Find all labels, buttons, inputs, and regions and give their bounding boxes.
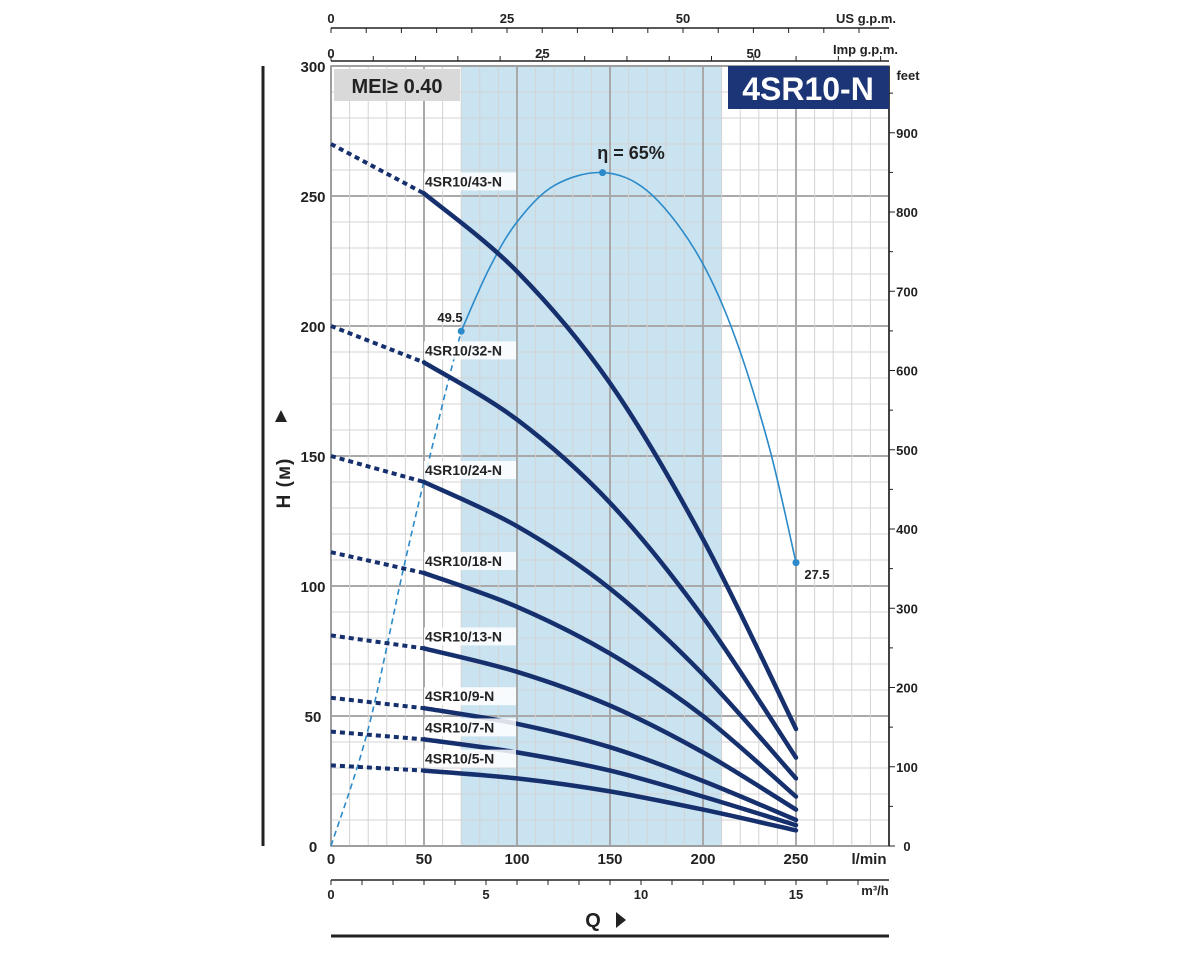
pump-curve-dotted-4SR10/43-N — [330, 142, 425, 196]
pump-curve-label-bg — [424, 718, 516, 737]
x-axis-arrow-icon — [616, 912, 626, 928]
feet-tick-label: 300 — [896, 601, 918, 616]
pump-curve-label: 4SR10/9-N — [425, 688, 494, 704]
efficiency-point — [792, 559, 800, 567]
efficiency-point — [457, 327, 465, 335]
us-gpm-tick-label: 0 — [327, 11, 334, 26]
pump-curve-label: 4SR10/7-N — [425, 719, 494, 735]
imp-gpm-axis-label: Imp g.p.m. — [833, 42, 898, 57]
pump-curve-label-bg — [424, 552, 516, 570]
feet-tick-label: 200 — [896, 681, 918, 696]
pump-curve-label-bg — [424, 172, 516, 191]
feet-tick-label: 400 — [896, 522, 918, 537]
feet-tick-label: 800 — [896, 205, 918, 220]
efficiency-end-label: 27.5 — [804, 567, 829, 582]
x-tick-label: 150 — [597, 851, 622, 868]
pump-curve-4SR10/18-N — [421, 570, 799, 799]
pump-curve-label-bg — [424, 687, 516, 706]
y-axis-label: H (м) — [274, 458, 295, 509]
y-tick-label: 100 — [300, 579, 325, 596]
m3h-tick-label: 15 — [789, 887, 803, 902]
feet-tick-label: 0 — [903, 839, 910, 854]
pump-curve-label-bg — [424, 627, 516, 646]
pump-curve-label: 4SR10/32-N — [425, 342, 502, 358]
mei-badge-bg — [334, 69, 460, 101]
feet-axis-label: feet — [896, 68, 920, 83]
pump-curve-dotted-4SR10/24-N — [330, 454, 425, 484]
feet-tick-label: 500 — [896, 443, 918, 458]
y-tick-label: 0 — [309, 839, 317, 856]
feet-tick-label: 900 — [896, 126, 918, 141]
efficiency-curve-dashed — [330, 331, 462, 847]
pump-curve-4SR10/5-N — [421, 768, 799, 833]
x-tick-label: 50 — [416, 851, 433, 868]
pump-curve-4SR10/32-N — [421, 360, 799, 760]
efficiency-curve — [460, 171, 797, 563]
pump-curve-4SR10/43-N — [421, 191, 799, 732]
pump-curve-4SR10/9-N — [421, 705, 799, 823]
us-gpm-tick-label: 50 — [676, 11, 690, 26]
pump-curve-label-bg — [424, 461, 516, 479]
x-tick-label: 0 — [327, 851, 335, 868]
m3h-tick-label: 0 — [327, 887, 334, 902]
mei-badge: MEI≥ 0.40 — [351, 76, 442, 98]
us-gpm-axis-label: US g.p.m. — [836, 11, 896, 26]
pump-curve-label: 4SR10/13-N — [425, 628, 502, 644]
efficiency-start-label: 49.5 — [437, 310, 462, 325]
title-box — [728, 66, 889, 109]
pump-curve-4SR10/24-N — [421, 479, 799, 781]
m3h-tick-label: 5 — [482, 887, 489, 902]
pump-curve-dotted-4SR10/32-N — [330, 324, 425, 365]
pump-curve-4SR10/13-N — [421, 646, 799, 812]
pump-curve-dotted-4SR10/9-N — [330, 695, 425, 711]
us-gpm-tick-label: 25 — [500, 11, 514, 26]
y-tick-label: 50 — [305, 709, 322, 726]
feet-tick-label: 700 — [896, 284, 918, 299]
pump-curve-dotted-4SR10/18-N — [330, 550, 425, 575]
pump-curve-label: 4SR10/43-N — [425, 173, 502, 189]
pump-curve-label: 4SR10/18-N — [425, 553, 502, 569]
pump-curve-label-bg — [424, 749, 516, 768]
imp-gpm-tick-label: 50 — [747, 46, 761, 61]
efficiency-peak-label: η = 65% — [597, 143, 665, 163]
m3h-tick-label: 10 — [634, 887, 648, 902]
feet-tick-label: 600 — [896, 364, 918, 379]
m3h-axis-label: m³/h — [861, 883, 889, 898]
efficiency-point — [599, 169, 607, 177]
pump-curve-label: 4SR10/24-N — [425, 462, 502, 478]
imp-gpm-tick-label: 0 — [327, 46, 334, 61]
y-tick-label: 150 — [300, 449, 325, 466]
x-tick-label: 200 — [690, 851, 715, 868]
chart-title: 4SR10-N — [742, 71, 874, 107]
y-tick-label: 250 — [300, 189, 325, 206]
y-tick-label: 200 — [300, 319, 325, 336]
pump-curve-dotted-4SR10/7-N — [330, 729, 425, 742]
x-axis-label: Q — [585, 910, 601, 932]
pump-curve-label-bg — [424, 341, 516, 360]
feet-tick-label: 100 — [896, 760, 918, 775]
x-unit-label: l/min — [851, 851, 886, 868]
y-tick-label: 300 — [300, 59, 325, 76]
pump-curve-dotted-4SR10/13-N — [330, 633, 425, 651]
x-tick-label: 100 — [504, 851, 529, 868]
pump-curve-label: 4SR10/5-N — [425, 751, 494, 767]
pump-curve-4SR10/7-N — [421, 737, 799, 828]
y-axis-arrow-icon — [275, 410, 287, 422]
x-tick-label: 250 — [783, 851, 808, 868]
pump-curve-dotted-4SR10/5-N — [330, 763, 425, 773]
imp-gpm-tick-label: 25 — [535, 46, 549, 61]
